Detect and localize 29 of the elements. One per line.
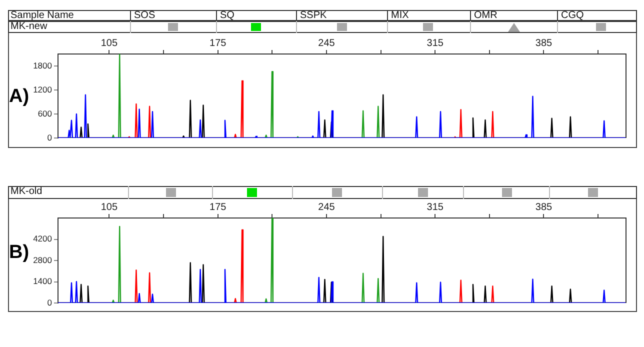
y-tick-label: 600: [38, 108, 52, 118]
text: Sample Name: [10, 10, 75, 21]
x-tick-label: 315: [426, 38, 444, 49]
text: SQ: [216, 10, 296, 21]
y-tick-label: 2800: [33, 254, 52, 265]
x-tick-label: 245: [318, 202, 336, 213]
text: SOS: [130, 10, 216, 21]
x-tick-label: 385: [535, 38, 553, 49]
x-tick-label: 175: [210, 202, 227, 213]
y-tick-label: 1200: [33, 84, 52, 94]
x-tick-label: 245: [318, 38, 336, 49]
y-tick-label: 0: [47, 132, 52, 142]
y-tick-label: 1400: [33, 276, 52, 286]
text: A): [9, 86, 30, 108]
y-tick-label: 1800: [33, 60, 52, 70]
text: OMR: [470, 10, 557, 21]
y-tick-label: 0: [47, 297, 52, 308]
x-tick-label: 105: [100, 202, 118, 213]
text: MIX: [387, 10, 470, 21]
x-tick-label: 385: [535, 202, 553, 213]
y-tick-label: 4200: [33, 234, 52, 244]
text: MK-old: [10, 186, 44, 198]
text: SSPK: [296, 10, 387, 21]
x-tick-label: 315: [426, 202, 444, 213]
text: MK-new: [10, 21, 48, 32]
x-tick-label: 105: [100, 38, 118, 49]
text: B): [9, 242, 30, 264]
text: CGQ: [557, 10, 637, 21]
x-tick-label: 175: [210, 38, 227, 49]
